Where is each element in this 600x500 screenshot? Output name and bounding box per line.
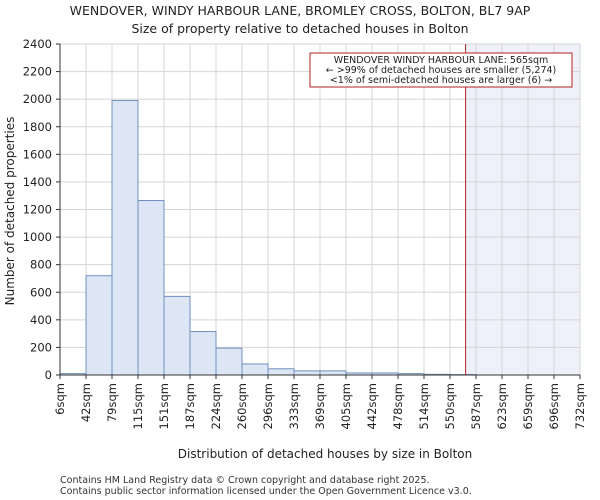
chart-subtitle: Size of property relative to detached ho… (131, 21, 468, 36)
y-tick-label: 600 (30, 285, 52, 299)
plot-area: 0 200 400 600 800 1000 1200 1400 1600 1800 2000 220… (23, 37, 587, 429)
x-tick-label: 587sqm (469, 383, 483, 429)
bar (85, 275, 113, 376)
y-tick-label: 800 (30, 258, 52, 272)
annotation-box: WENDOVER WINDY HARBOUR LANE: 565sqm ← >9… (309, 52, 573, 88)
x-tick-label: 42sqm (79, 383, 93, 422)
x-tick-label: 696sqm (547, 383, 561, 429)
bar (241, 363, 269, 376)
bar (319, 370, 347, 376)
y-tick-label: 1800 (23, 120, 52, 134)
x-tick-label: 550sqm (443, 383, 457, 429)
x-axis-label: Distribution of detached houses by size … (178, 447, 472, 461)
bar (137, 200, 165, 376)
x-tick-label: 224sqm (209, 383, 223, 429)
x-tick-label: 732sqm (573, 383, 587, 429)
x-tick-label: 442sqm (365, 383, 379, 429)
y-tick-label: 1600 (23, 147, 52, 161)
y-tick-label: 1000 (23, 230, 52, 244)
annotation-line-3: <1% of semi-detached houses are larger (… (330, 75, 552, 86)
bar (111, 100, 139, 376)
chart-title: WENDOVER, WINDY HARBOUR LANE, BROMLEY CR… (70, 3, 531, 18)
bar (215, 347, 243, 376)
bar (163, 295, 191, 376)
footer-line-2: Contains public sector information licen… (60, 486, 472, 497)
x-tick-label: 187sqm (183, 383, 197, 429)
bar (293, 370, 321, 376)
x-tick-label: 333sqm (287, 383, 301, 429)
footer-line-1: Contains HM Land Registry data © Crown c… (60, 475, 430, 486)
y-tick-label: 1400 (23, 175, 52, 189)
annotation-line-1: WENDOVER WINDY HARBOUR LANE: 565sqm (334, 55, 549, 66)
x-tick-label: 514sqm (417, 383, 431, 429)
y-tick-label: 2200 (23, 65, 52, 79)
x-tick-label: 151sqm (157, 383, 171, 429)
y-tick-label: 200 (30, 340, 52, 354)
x-tick-label: 115sqm (131, 383, 145, 429)
x-tick-label: 296sqm (261, 383, 275, 429)
x-tick-label: 659sqm (521, 383, 535, 429)
bar (267, 368, 295, 376)
x-tick-label: 478sqm (391, 383, 405, 429)
x-tick-label: 6sqm (53, 383, 67, 415)
y-tick-label: 1200 (23, 203, 52, 217)
y-tick-label: 2400 (23, 37, 52, 51)
annotation-line-2: ← >99% of detached houses are smaller (5… (326, 65, 557, 76)
x-tick-label: 79sqm (105, 383, 119, 422)
x-tick-label: 369sqm (313, 383, 327, 429)
y-tick-label: 2000 (23, 92, 52, 106)
y-axis-label: Number of detached properties (3, 117, 17, 306)
x-tick-label: 623sqm (495, 383, 509, 429)
x-tick-label: 405sqm (339, 383, 353, 429)
y-tick-label: 0 (45, 368, 52, 382)
bar (189, 331, 217, 376)
x-tick-label: 260sqm (235, 383, 249, 429)
y-tick-label: 400 (30, 313, 52, 327)
